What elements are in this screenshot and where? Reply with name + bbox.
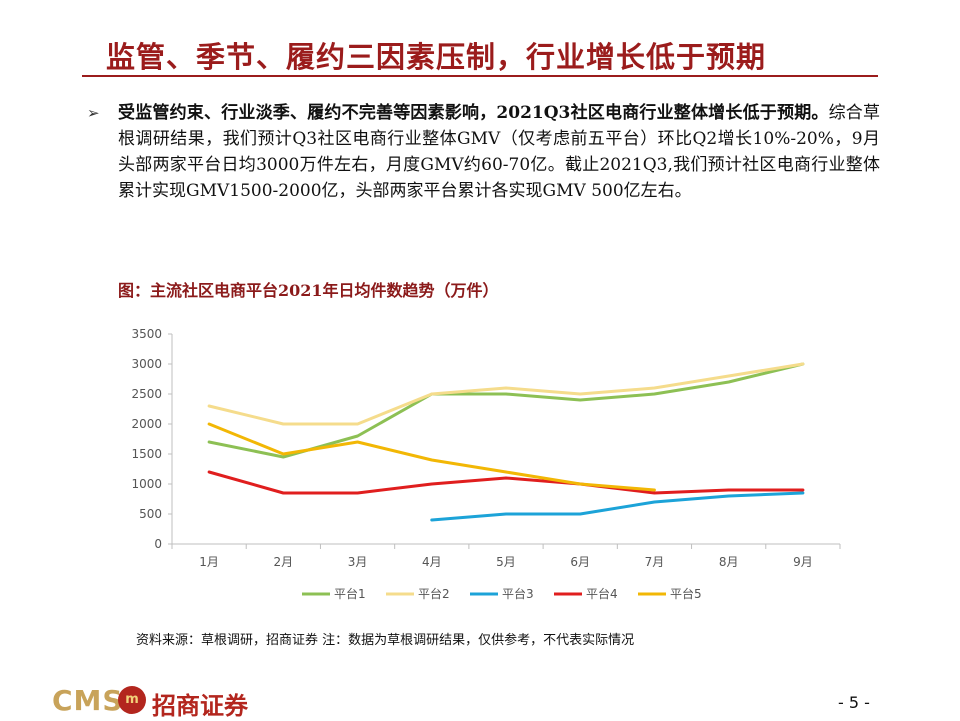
title-divider	[82, 75, 878, 77]
y-tick-label: 3000	[131, 357, 162, 371]
x-tick-label: 9月	[793, 555, 813, 569]
x-tick-label: 8月	[719, 555, 739, 569]
legend-label: 平台1	[334, 586, 366, 601]
x-tick-label: 6月	[570, 555, 590, 569]
slide-title: 监管、季节、履约三因素压制，行业增长低于预期	[106, 40, 767, 74]
series-line	[430, 491, 805, 522]
figure-title: 图：主流社区电商平台2021年日均件数趋势（万件）	[118, 281, 499, 300]
line-chart: 0 500 1000 1500 2000 2500 3000 3500 1月 2月 3月 4月 5月 6月…	[131, 327, 841, 601]
logo-cms-text: CMS	[52, 684, 124, 717]
y-tick-label: 0	[154, 537, 162, 551]
page-number: - 5 -	[838, 693, 870, 712]
logo-cn-text: 招商证券	[152, 692, 248, 720]
bullet-bold-text: 受监管约束、行业淡季、履约不完善等因素影响，2021Q3社区电商行业整体增长低于…	[118, 103, 829, 123]
bullet-paragraph: 受监管约束、行业淡季、履约不完善等因素影响，2021Q3社区电商行业整体增长低于…	[118, 100, 880, 204]
series-line	[207, 362, 805, 426]
x-tick-label: 5月	[496, 555, 516, 569]
legend-label: 平台3	[502, 586, 534, 601]
legend-label: 平台2	[418, 586, 450, 601]
source-note: 资料来源：草根调研，招商证券 注：数据为草根调研结果，仅供参考，不代表实际情况	[136, 633, 635, 648]
x-tick-label: 2月	[274, 555, 294, 569]
x-tick-label: 3月	[348, 555, 368, 569]
x-tick-label: 4月	[422, 555, 442, 569]
x-tick-label: 7月	[645, 555, 665, 569]
y-tick-label: 500	[139, 507, 162, 521]
y-tick-label: 1000	[131, 477, 162, 491]
series-line	[207, 470, 805, 495]
y-tick-label: 2000	[131, 417, 162, 431]
bullet-body-text: 综合草根调研结果，我们预计Q3社区电商行业整体GMV（仅考虑前五平台）环比Q2增…	[118, 103, 881, 201]
logo-seal-icon: m	[118, 686, 146, 714]
legend-label: 平台5	[670, 586, 702, 601]
y-tick-label: 3500	[131, 327, 162, 341]
y-tick-label: 2500	[131, 387, 162, 401]
arrow-bullet-icon: ➢	[87, 104, 100, 122]
series-line	[207, 422, 656, 492]
y-tick-label: 1500	[131, 447, 162, 461]
x-tick-label: 1月	[199, 555, 219, 569]
legend-label: 平台4	[586, 586, 618, 601]
